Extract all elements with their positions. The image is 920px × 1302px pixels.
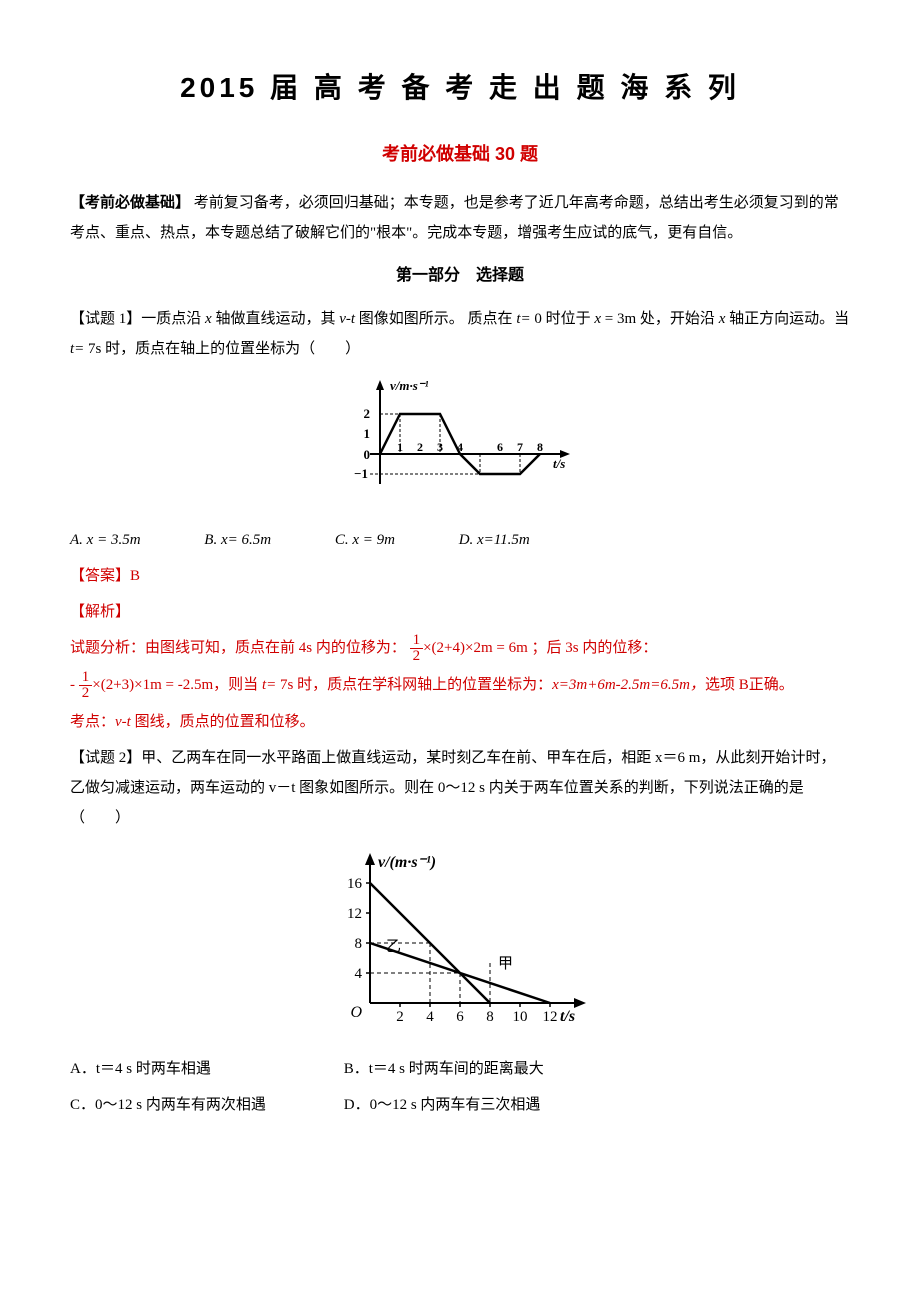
q1-t6: 轴正方向运动。当 bbox=[725, 311, 849, 327]
section-header: 第一部分 选择题 bbox=[70, 260, 850, 292]
svg-text:−1: −1 bbox=[354, 466, 368, 481]
q1-t7: 7s 时，质点在轴上的位置坐标为（ ） bbox=[84, 341, 360, 357]
answer-value: B bbox=[130, 568, 140, 584]
intro-paragraph: 【考前必做基础】 考前复习备考，必须回归基础；本专题，也是参考了近几年高考命题，… bbox=[70, 188, 850, 248]
svg-text:乙: 乙 bbox=[386, 939, 401, 955]
svg-text:12: 12 bbox=[347, 906, 362, 922]
svg-text:8: 8 bbox=[537, 440, 543, 454]
analysis-t4: 7s 时，质点在学科网轴上的位置坐标为： bbox=[280, 677, 552, 693]
svg-text:6: 6 bbox=[456, 1009, 464, 1025]
svg-text:6: 6 bbox=[497, 440, 503, 454]
svg-text:16: 16 bbox=[347, 876, 363, 892]
subtitle: 考前必做基础 30 题 bbox=[70, 136, 850, 172]
svg-text:8: 8 bbox=[355, 936, 363, 952]
svg-text:t/s: t/s bbox=[560, 1008, 575, 1025]
fraction-2: 12 bbox=[79, 670, 93, 701]
answer-label: 【答案】 bbox=[70, 568, 130, 584]
var-vt: v-t bbox=[339, 311, 355, 327]
var-t2: t= bbox=[70, 341, 84, 357]
svg-text:甲: 甲 bbox=[498, 956, 513, 972]
kaodian-vt: v-t bbox=[115, 714, 135, 730]
q1-t2: 轴做直线运动，其 bbox=[212, 311, 340, 327]
kaodian-text: 图线，质点的位置和位移。 bbox=[135, 714, 315, 730]
q2-opt-c: C．0～12 s 内两车有两次相遇 bbox=[70, 1090, 310, 1120]
expr1: ×(2+4)×2m = 6m bbox=[423, 640, 528, 656]
analysis-t3: ，则当 bbox=[213, 677, 262, 693]
svg-text:10: 10 bbox=[513, 1009, 528, 1025]
svg-text:8: 8 bbox=[486, 1009, 494, 1025]
svg-text:O: O bbox=[350, 1004, 362, 1021]
q1-analysis-line2: - 12×(2+3)×1m = -2.5m，则当 t= 7s 时，质点在学科网轴… bbox=[70, 670, 850, 701]
q2-options-row1: A．t＝4 s 时两车相遇 B．t＝4 s 时两车间的距离最大 bbox=[70, 1054, 850, 1084]
var-x: x bbox=[205, 311, 212, 327]
q1-t1: 一质点沿 bbox=[141, 311, 205, 327]
q1-options: A. x = 3.5m B. x= 6.5m C. x = 9m D. x=11… bbox=[70, 525, 850, 555]
q2-opt-d: D．0～12 s 内两车有三次相遇 bbox=[344, 1090, 541, 1120]
q1-kaodian: 考点：v-t 图线，质点的位置和位移。 bbox=[70, 707, 850, 737]
q2-label: 【试题 2】 bbox=[70, 750, 141, 766]
svg-text:7: 7 bbox=[517, 440, 523, 454]
q1-t3: 图像如图所示。 质点在 bbox=[355, 311, 516, 327]
var-t3: t= bbox=[262, 677, 280, 693]
q1-label: 【试题 1】 bbox=[70, 311, 141, 327]
q1-t4: 0 时位于 bbox=[531, 311, 595, 327]
analysis-t5: 选项 B正确。 bbox=[705, 677, 794, 693]
fraction-1: 12 bbox=[410, 633, 424, 664]
q2-options-row2: C．0～12 s 内两车有两次相遇 D．0～12 s 内两车有三次相遇 bbox=[70, 1090, 850, 1120]
svg-text:4: 4 bbox=[355, 966, 363, 982]
q2-chart: 16 12 8 4 2 4 6 8 10 12 O v/(m·s⁻¹) t/s … bbox=[70, 843, 850, 1044]
kaodian-label: 考点： bbox=[70, 714, 115, 730]
svg-text:2: 2 bbox=[364, 406, 371, 421]
minus: - bbox=[70, 677, 79, 693]
analysis-t1: 试题分析：由图线可知，质点在前 4s 内的位移为： bbox=[70, 640, 406, 656]
q1-t5: = 3m 处，开始沿 bbox=[601, 311, 719, 327]
question-1: 【试题 1】一质点沿 x 轴做直线运动，其 v-t 图像如图所示。 质点在 t=… bbox=[70, 304, 850, 364]
q1-opt-d: D. x=11.5m bbox=[459, 525, 530, 555]
q1-analysis-label: 【解析】 bbox=[70, 597, 850, 627]
analysis-t2: ；后 3s 内的位移： bbox=[532, 640, 658, 656]
analysis-result: x=3m+6m-2.5m=6.5m， bbox=[552, 677, 705, 693]
svg-text:t/s: t/s bbox=[553, 456, 565, 471]
svg-text:2: 2 bbox=[417, 440, 423, 454]
svg-text:12: 12 bbox=[543, 1009, 558, 1025]
q2-opt-a: A．t＝4 s 时两车相遇 bbox=[70, 1054, 310, 1084]
q1-analysis-line1: 试题分析：由图线可知，质点在前 4s 内的位移为： 12×(2+4)×2m = … bbox=[70, 633, 850, 664]
svg-text:1: 1 bbox=[364, 426, 371, 441]
var-t: t= bbox=[516, 311, 530, 327]
svg-text:v/m·s⁻¹: v/m·s⁻¹ bbox=[390, 378, 429, 393]
svg-text:0: 0 bbox=[364, 447, 371, 462]
intro-label: 【考前必做基础】 bbox=[70, 195, 190, 211]
q1-opt-b: B. x= 6.5m bbox=[204, 525, 271, 555]
q1-opt-a: A. x = 3.5m bbox=[70, 525, 141, 555]
main-title: 2015 届 高 考 备 考 走 出 题 海 系 列 bbox=[70, 60, 850, 116]
q2-opt-b: B．t＝4 s 时两车间的距离最大 bbox=[344, 1054, 544, 1084]
svg-text:v/(m·s⁻¹): v/(m·s⁻¹) bbox=[378, 854, 436, 871]
q1-opt-c: C. x = 9m bbox=[335, 525, 395, 555]
q2-text: 甲、乙两车在同一水平路面上做直线运动，某时刻乙车在前、甲车在后，相距 x＝6 m… bbox=[70, 750, 835, 826]
question-2: 【试题 2】甲、乙两车在同一水平路面上做直线运动，某时刻乙车在前、甲车在后，相距… bbox=[70, 743, 850, 833]
svg-text:4: 4 bbox=[426, 1009, 434, 1025]
svg-text:2: 2 bbox=[396, 1009, 404, 1025]
q1-answer: 【答案】B bbox=[70, 561, 850, 591]
expr2: ×(2+3)×1m = -2.5m bbox=[92, 677, 213, 693]
q1-chart: 2 1 0 −1 1 2 3 4 6 7 8 v/m·s⁻¹ t/s bbox=[70, 374, 850, 515]
